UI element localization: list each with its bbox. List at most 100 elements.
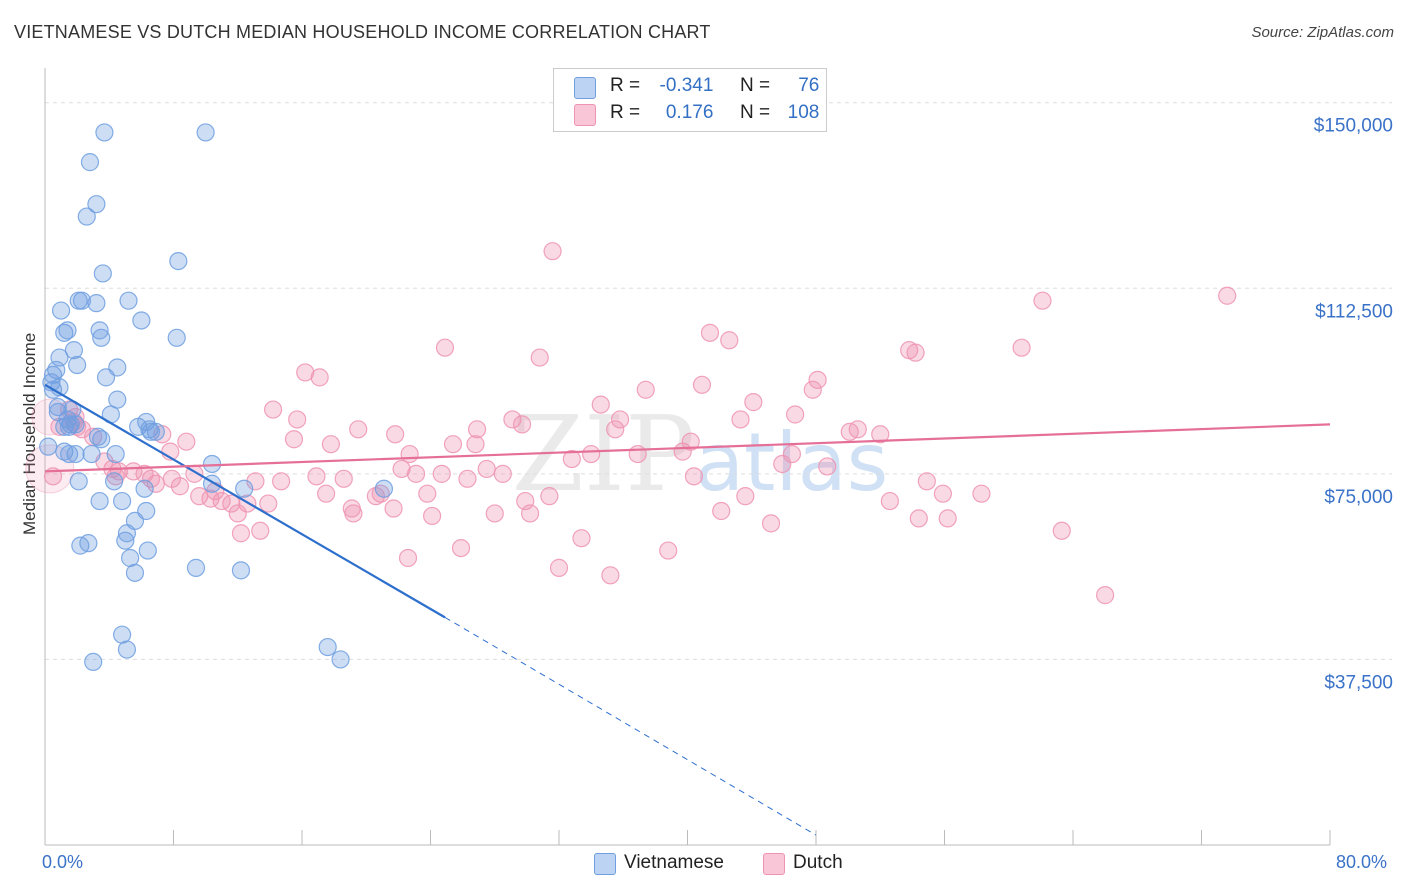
dutch-point [692, 375, 712, 394]
dutch-point [477, 459, 496, 479]
dutch-point [601, 566, 620, 585]
vietnamese-point [231, 561, 251, 580]
vietnamese-point [141, 422, 161, 441]
trend-lines [44, 383, 1331, 836]
vietnamese-point [95, 123, 114, 142]
dutch-point [972, 484, 991, 503]
dutch-point [222, 494, 241, 513]
dutch-point [512, 415, 532, 434]
vietnamese-point [106, 444, 125, 464]
axes [44, 68, 1331, 846]
dutch-point [467, 420, 487, 439]
dutch-point [562, 449, 581, 469]
vietnamese-point [55, 442, 74, 461]
dutch-point [418, 484, 437, 503]
dutch-point [659, 541, 678, 560]
vietnamese-point [138, 541, 157, 560]
vietnamese-point [119, 291, 138, 310]
dutch-point [263, 400, 283, 419]
dutch-point [228, 504, 247, 523]
x-tick-min: 0.0% [42, 852, 84, 872]
dutch-point [251, 521, 270, 540]
y-tick-label: $75,000 [1324, 487, 1393, 508]
vietnamese-point [108, 358, 127, 377]
legend-swatch-vietnamese [574, 77, 596, 99]
dutch-point [435, 338, 455, 357]
dutch-point [543, 242, 562, 261]
bottom-legend-swatch-vietnamese [594, 853, 616, 875]
dutch-point [938, 509, 957, 528]
vietnamese-point [58, 321, 77, 340]
dutch-point [321, 435, 341, 454]
vietnamese-point [146, 422, 165, 441]
vietnamese-point [235, 479, 254, 498]
dutch-point [272, 472, 291, 491]
y-tick-label: $37,500 [1324, 672, 1393, 693]
dutch-point [503, 410, 522, 429]
vietnamese-point [80, 153, 100, 172]
dutch-point [530, 348, 549, 367]
vietnamese-point [84, 652, 103, 672]
bottom-legend-swatch-dutch [763, 853, 785, 875]
legend-n-value-dutch: 108 [787, 102, 820, 123]
dutch-point [458, 469, 477, 488]
legend-r-label: R = [610, 75, 641, 96]
dutch-point [582, 444, 601, 464]
dutch-point [443, 435, 463, 454]
vietnamese-point [87, 294, 106, 313]
vietnamese-point [186, 558, 206, 577]
dutch-point [540, 487, 559, 506]
dutch-trend-line [44, 423, 1331, 473]
vietnamese-point [59, 444, 79, 464]
vietnamese-point [92, 430, 111, 449]
y-tick-label: $150,000 [1314, 116, 1393, 137]
vietnamese-point [50, 348, 69, 367]
dutch-point [109, 462, 128, 481]
vietnamese-point [137, 501, 156, 521]
vietnamese-point [77, 207, 96, 226]
dutch-point [451, 538, 471, 558]
vietnamese-point [167, 328, 186, 347]
dutch-point [628, 444, 647, 464]
legend-r-value-dutch: 0.176 [665, 102, 714, 123]
dutch-point [296, 363, 315, 382]
dutch-point [334, 469, 353, 488]
dutch-point [392, 459, 411, 479]
dutch-point [493, 464, 512, 483]
dutch-point [423, 506, 442, 526]
vietnamese-point [318, 637, 337, 657]
vietnamese-point [88, 427, 108, 446]
dutch-point [848, 420, 867, 439]
dutch-point [384, 499, 403, 518]
vietnamese-points [39, 123, 394, 672]
dutch-point-cluster [25, 444, 75, 494]
source-label: Source: ZipAtlas.com [1251, 24, 1394, 41]
dutch-point [712, 501, 731, 521]
dutch-point [933, 484, 952, 503]
vietnamese-point [72, 291, 92, 310]
legend-n-value-vietnamese: 76 [798, 75, 820, 96]
dutch-point [288, 410, 307, 429]
dutch-point [1218, 286, 1237, 305]
dutch-point [432, 464, 451, 483]
dutch-point [700, 323, 720, 342]
dutch-point [307, 467, 326, 486]
vietnamese-point [117, 640, 137, 659]
legend-r-value-vietnamese: -0.341 [659, 75, 714, 96]
dutch-point [549, 558, 569, 577]
vietnamese-point [59, 417, 79, 436]
vietnamese-trend-line [44, 383, 446, 619]
legend-r-label: R = [610, 102, 641, 123]
dutch-point [684, 467, 704, 486]
chart-title: VIETNAMESE VS DUTCH MEDIAN HOUSEHOLD INC… [14, 22, 711, 42]
dutch-point [818, 457, 837, 476]
vietnamese-point [93, 264, 112, 283]
dutch-point [310, 368, 329, 387]
dutch-point [731, 410, 750, 429]
dutch-point [786, 405, 805, 424]
dutch-point [349, 420, 368, 439]
dutch-point [344, 504, 363, 523]
vietnamese-point [331, 650, 350, 669]
dutch-point [880, 491, 899, 511]
stats-legend: R = -0.341 N = 76 R = 0.176 N = 108 [553, 68, 827, 132]
